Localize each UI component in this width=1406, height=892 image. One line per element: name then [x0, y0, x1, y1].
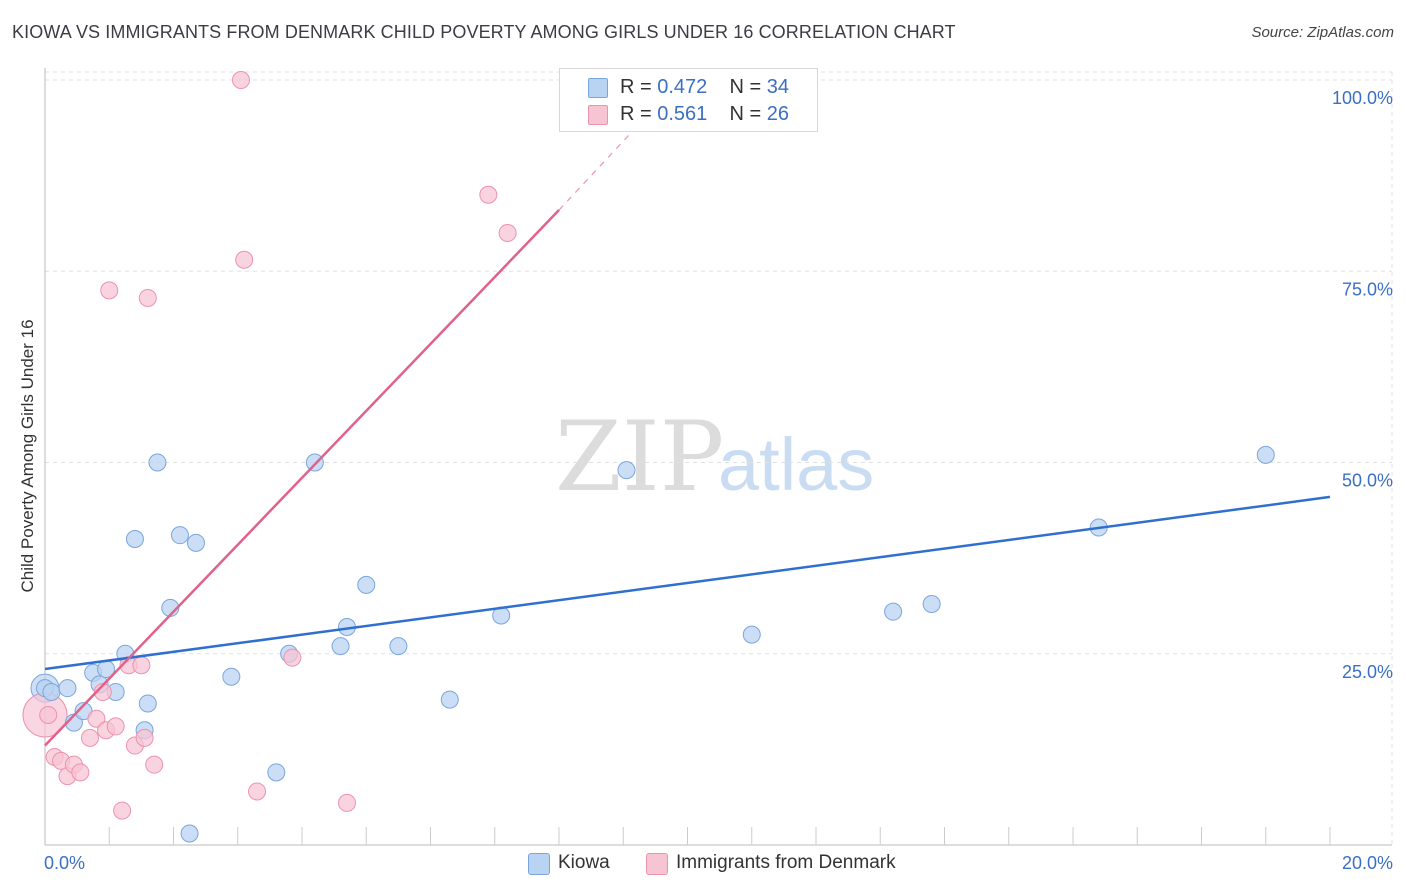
y-tick-label-25: 25.0%	[1342, 662, 1393, 682]
denmark-point-15	[132, 656, 151, 675]
kiowa-point-22	[331, 637, 350, 656]
legend-label-denmark: Immigrants from Denmark	[676, 852, 896, 873]
kiowa-point-30	[884, 602, 903, 621]
denmark-point-19	[231, 71, 250, 89]
y-tick-label-100: 100.0%	[1332, 88, 1393, 108]
y-axis-label: Child Poverty Among Girls Under 16	[18, 319, 37, 593]
denmark-point-25	[498, 224, 517, 242]
series-legend: Kiowa Immigrants from Denmark	[0, 851, 1406, 877]
denmark-point-7	[87, 709, 106, 728]
kiowa-point-25	[389, 637, 408, 656]
kiowa-point-16	[186, 533, 205, 552]
legend-label-kiowa: Kiowa	[558, 852, 610, 873]
denmark-point-5	[71, 763, 90, 782]
x-tick-label-min: 0.0%	[44, 853, 85, 873]
denmark-point-0	[39, 705, 58, 724]
watermark-atlas: atlas	[718, 423, 874, 506]
denmark-point-16	[135, 728, 154, 747]
correlation-legend: R = 0.472 N = 34 R = 0.561 N = 26	[559, 68, 818, 132]
n-label-kiowa: N =	[729, 76, 762, 98]
watermark-zip: ZIP	[555, 401, 724, 513]
x-tick-label-max: 20.0%	[1342, 853, 1393, 873]
kiowa-point-17	[222, 667, 241, 686]
kiowa-point-13	[148, 453, 167, 472]
kiowa-point-33	[1256, 445, 1275, 464]
denmark-point-12	[113, 801, 132, 820]
kiowa-point-10	[125, 530, 144, 548]
denmark-point-8	[93, 683, 112, 701]
kiowa-point-2	[58, 679, 77, 698]
n-label-denmark: N =	[729, 103, 762, 125]
kiowa-point-19	[267, 763, 286, 782]
legend-swatch-kiowa	[588, 78, 608, 98]
kiowa-point-26	[440, 690, 459, 709]
kiowa-point-12	[138, 694, 157, 713]
kiowa-point-29	[742, 625, 761, 644]
kiowa-trend-line	[44, 495, 1331, 671]
denmark-point-17	[138, 289, 157, 308]
kiowa-point-31	[922, 595, 941, 614]
denmark-point-22	[283, 648, 302, 667]
denmark-trend-line	[44, 209, 560, 747]
r-label-denmark: R =	[620, 103, 652, 125]
r-value-denmark: 0.561	[657, 103, 708, 125]
legend-swatch-kiowa-bottom	[528, 853, 550, 875]
y-tick-label-75: 75.0%	[1342, 279, 1393, 299]
denmark-point-20	[235, 250, 254, 269]
kiowa-point-18	[180, 824, 199, 843]
chart-title: KIOWA VS IMMIGRANTS FROM DENMARK CHILD P…	[12, 22, 956, 42]
kiowa-point-28	[617, 461, 636, 480]
n-value-kiowa: 34	[766, 76, 790, 98]
legend-swatch-denmark-bottom	[646, 853, 668, 875]
r-value-kiowa: 0.472	[657, 76, 708, 98]
denmark-point-6	[80, 728, 99, 747]
denmark-point-21	[248, 782, 267, 801]
denmark-point-11	[106, 717, 125, 736]
n-value-denmark: 26	[766, 103, 790, 125]
kiowa-point-24	[357, 575, 376, 594]
denmark-point-10	[100, 281, 119, 300]
denmark-point-18	[145, 755, 164, 774]
legend-swatch-denmark	[588, 105, 608, 125]
kiowa-point-1	[42, 683, 61, 701]
source-label: Source: ZipAtlas.com	[1251, 24, 1394, 41]
r-label-kiowa: R =	[620, 76, 652, 98]
kiowa-point-15	[170, 526, 189, 545]
denmark-point-23	[337, 793, 356, 812]
denmark-point-24	[479, 185, 498, 204]
y-tick-label-50: 50.0%	[1342, 471, 1393, 491]
